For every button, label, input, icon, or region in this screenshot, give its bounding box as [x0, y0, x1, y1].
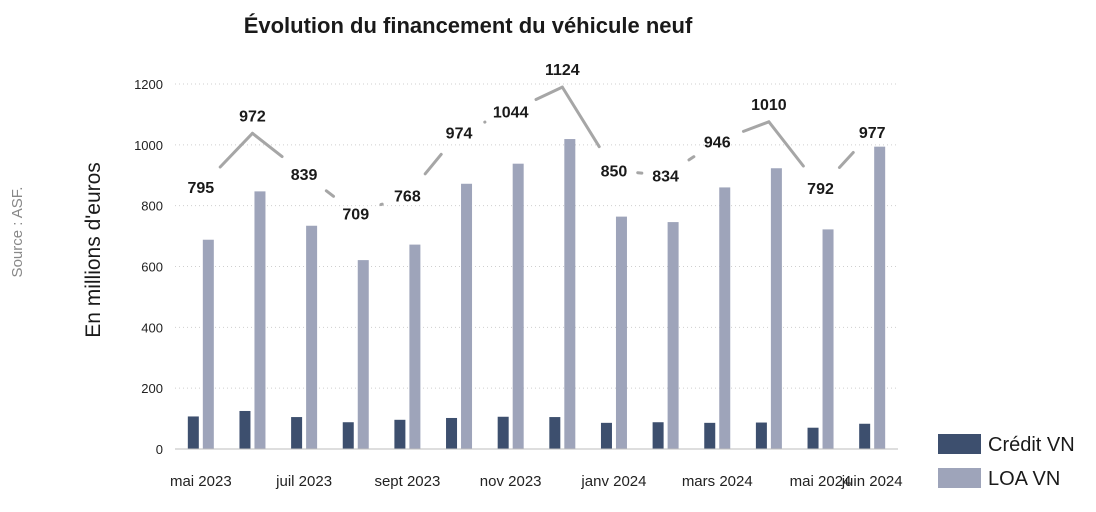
total-line-segment [324, 189, 336, 198]
bar-credit-vn [807, 427, 819, 449]
y-tick-label: 0 [156, 442, 163, 457]
x-axis-ticks: mai 2023 juil 2023 sept 2023 nov 2023 janv 2… [170, 473, 903, 490]
y-tick-label: 200 [141, 381, 163, 396]
total-data-label: 795 [187, 180, 214, 197]
y-tick-label: 800 [141, 199, 163, 214]
bar-loa-vn [306, 225, 318, 449]
chart-title: Évolution du financement du véhicule neu… [244, 13, 693, 38]
legend-label: Crédit VN [988, 434, 1075, 456]
bar-loa-vn [461, 183, 473, 449]
total-data-label: 768 [394, 188, 421, 205]
total-data-label: 792 [807, 181, 834, 198]
total-line-segment [560, 85, 601, 149]
legend-swatch [938, 434, 981, 454]
bar-loa-vn [512, 163, 524, 450]
bar-credit-vn [187, 416, 199, 449]
bar-credit-vn [291, 417, 303, 449]
y-tick-label: 1200 [134, 77, 163, 92]
gridlines [175, 83, 898, 389]
total-line-segment [767, 120, 805, 168]
total-line-segment [250, 131, 284, 159]
bar-loa-vn [667, 222, 679, 449]
bar-loa-vn [615, 216, 627, 449]
total-data-label: 1124 [545, 62, 580, 79]
bar-loa-vn [874, 146, 886, 450]
bars [187, 139, 886, 450]
x-tick-label: mai 2023 [170, 473, 232, 490]
x-tick-label: nov 2023 [480, 473, 542, 490]
bar-credit-vn [239, 410, 251, 449]
total-data-label: 850 [601, 163, 628, 180]
source-note: Source : ASF. [9, 187, 26, 278]
bar-credit-vn [859, 423, 871, 449]
bar-credit-vn [394, 419, 406, 449]
bar-loa-vn [409, 244, 421, 449]
bar-credit-vn [755, 422, 767, 449]
bar-loa-vn [202, 239, 214, 449]
bar-loa-vn [357, 260, 369, 449]
bar-loa-vn [822, 229, 834, 449]
y-axis-label: En millions d'euros [82, 162, 105, 338]
total-data-label: 1044 [493, 104, 529, 121]
total-data-label: 1010 [751, 97, 787, 114]
total-data-label: 977 [859, 125, 886, 142]
bar-credit-vn [549, 417, 561, 449]
bar-credit-vn [600, 422, 612, 449]
legend-swatch [938, 468, 981, 488]
bar-credit-vn [704, 422, 716, 449]
total-line-segment [687, 155, 696, 162]
y-tick-label: 1000 [134, 138, 163, 153]
bar-credit-vn [652, 422, 664, 449]
bar-credit-vn [497, 416, 509, 449]
total-line-segment [741, 120, 771, 133]
y-axis-ticks: 0 200 400 600 800 1000 1200 [134, 77, 163, 457]
total-line-segment [423, 152, 443, 176]
x-tick-label: juil 2023 [275, 473, 332, 490]
x-tick-label: janv 2024 [580, 473, 646, 490]
total-data-label: 974 [446, 126, 473, 143]
total-line-segment [837, 150, 855, 169]
x-tick-label: mars 2024 [682, 473, 753, 490]
total-data-label: 946 [704, 134, 731, 151]
bar-credit-vn [446, 417, 458, 449]
bar-loa-vn [564, 139, 576, 449]
x-tick-label: sept 2023 [374, 473, 440, 490]
y-tick-label: 400 [141, 320, 163, 335]
bar-loa-vn [719, 187, 731, 449]
total-line-segment [218, 131, 254, 169]
x-tick-label: mai 2024 [790, 473, 852, 490]
total-data-labels: 795 972 839 709 768 974 1044 1124 850 834 946 1010 7… [187, 62, 885, 223]
bar-loa-vn [770, 168, 782, 450]
total-line-segment [534, 85, 564, 102]
x-tick-label: juin 2024 [841, 473, 903, 490]
total-line [218, 85, 855, 207]
y-tick-label: 600 [141, 260, 163, 275]
bar-loa-vn [254, 191, 266, 449]
total-data-label: 839 [291, 167, 318, 184]
total-data-label: 709 [342, 206, 369, 223]
total-data-label: 972 [239, 108, 266, 125]
total-data-label: 834 [652, 168, 679, 185]
bar-credit-vn [342, 422, 354, 449]
legend-label: LOA VN [988, 468, 1060, 490]
legend: Crédit VN LOA VN [938, 434, 1075, 490]
